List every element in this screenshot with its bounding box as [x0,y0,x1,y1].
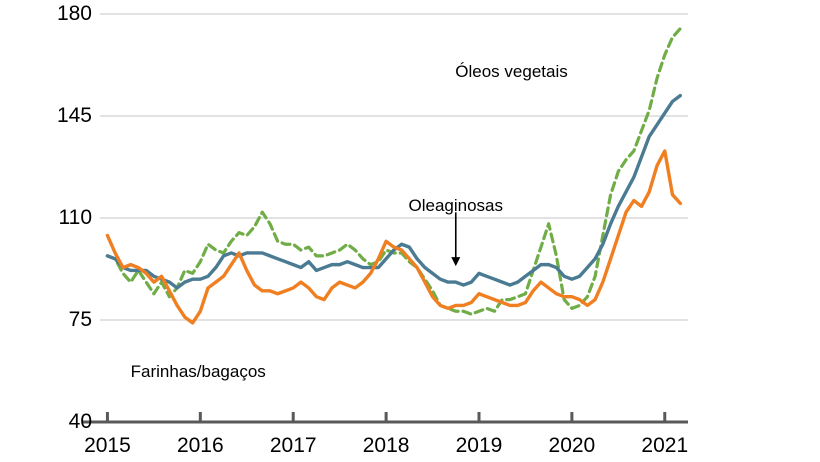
y-tick-label: 75 [68,308,92,331]
x-tick-label: 2019 [455,434,503,457]
x-tick-label: 2015 [84,434,131,457]
annotation-oleos-vegetais: Óleos vegetais [455,62,568,82]
x-tick-label: 2016 [176,434,224,457]
x-tick-label: 2021 [641,434,689,457]
x-tick-label: 2017 [269,434,317,457]
y-tick-label: 40 [68,410,92,433]
y-tick-label: 145 [56,104,92,127]
y-tick-label: 180 [56,2,92,25]
y-axis-tick-labels: 180 145 110 75 40 [0,0,92,462]
x-tick-label: 2018 [362,434,410,457]
series-line-2 [105,149,682,325]
series-line-0 [105,26,682,316]
annotation-farinhas-bagacos: Farinhas/bagaços [130,362,266,382]
series-line-1 [105,93,682,290]
y-tick-label: 110 [58,206,92,229]
annotation-arrow-head [451,257,461,267]
annotation-oleaginosas: Oleaginosas [408,196,504,216]
x-tick-label: 2020 [548,434,596,457]
